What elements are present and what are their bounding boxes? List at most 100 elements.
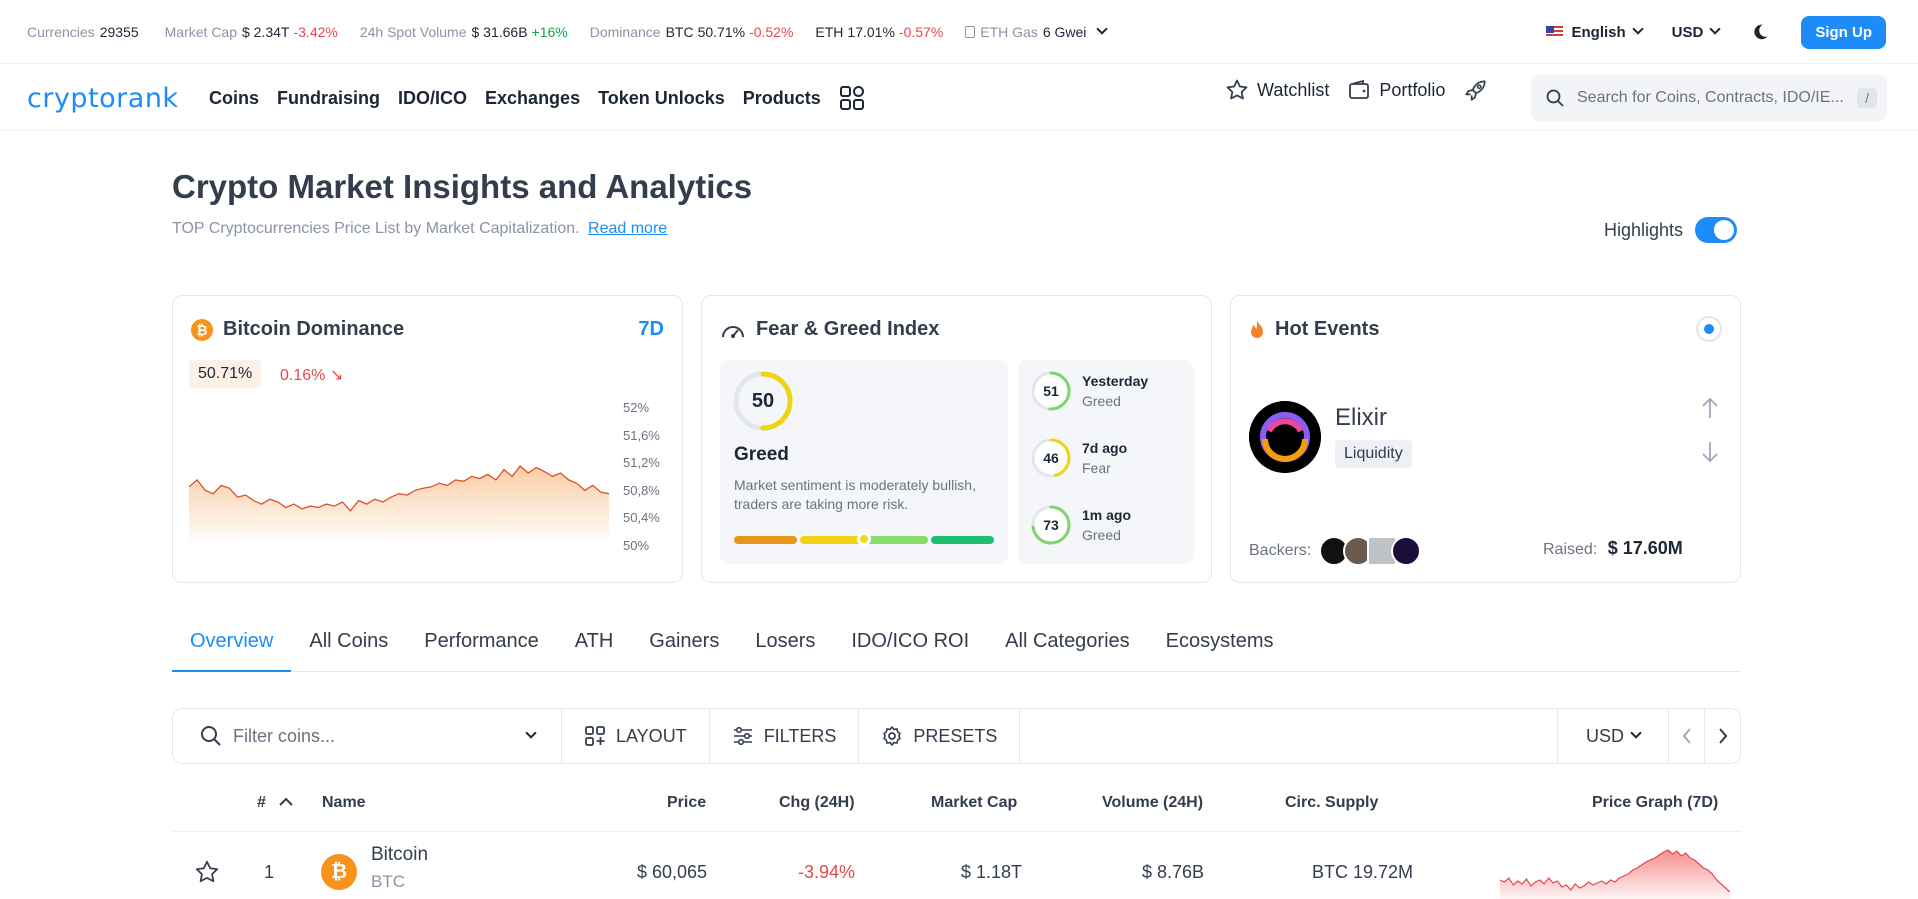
arrow-up-icon[interactable] [1700, 396, 1720, 420]
nav-item-coins[interactable]: Coins [209, 87, 260, 108]
filters-button[interactable]: FILTERS [710, 709, 860, 763]
stat-value: BTC [665, 23, 694, 40]
card-title: ₿ Bitcoin Dominance [191, 318, 404, 341]
tab-ath[interactable]: ATH [574, 630, 614, 652]
table-currency-selector[interactable]: USD [1556, 709, 1668, 763]
tab-all-categories[interactable]: All Categories [1005, 630, 1130, 652]
header-market-cap[interactable]: Market Cap [931, 794, 1018, 811]
filter-coins-input[interactable]: Filter coins... [173, 709, 562, 763]
dominance-change: 0.16% ↘ [280, 367, 344, 384]
portfolio-link[interactable]: Portfolio [1347, 78, 1445, 102]
apps-grid-icon[interactable] [839, 85, 865, 111]
fear-greed-current: 50 Greed Market sentiment is moderately … [720, 360, 1008, 564]
tab-ecosystems[interactable]: Ecosystems [1165, 630, 1274, 652]
header-controls: English USD Sign Up [1546, 0, 1886, 64]
search-input[interactable]: Search for Coins, Contracts, IDO/IE... [1577, 89, 1844, 106]
sentiment-scale [734, 536, 994, 544]
table-row[interactable]: 1 ₿ Bitcoin BTC $ 60,065 -3.94% $ 1.18T … [172, 832, 1741, 899]
page-title: Crypto Market Insights and Analytics [172, 168, 753, 205]
tab-performance[interactable]: Performance [424, 630, 539, 652]
coin-name-cell[interactable]: Bitcoin BTC [371, 844, 428, 892]
stat-value: 29355 [99, 23, 139, 40]
stat-dominance: Dominance BTC 50.71% -0.52% [590, 24, 794, 40]
global-search[interactable]: Search for Coins, Contracts, IDO/IE... / [1531, 75, 1887, 121]
history-period: 1m ago [1082, 507, 1132, 523]
nav-item-fundraising[interactable]: Fundraising [277, 87, 381, 108]
history-gauge: 51 [1030, 370, 1072, 412]
market-stats-bar: Currencies 29355 Market Cap $ 2.34T -3.4… [0, 0, 1918, 64]
search-icon [1546, 89, 1564, 107]
history-value: 51 [1043, 383, 1059, 399]
scroll-left-button[interactable] [1668, 709, 1704, 763]
dark-mode-icon[interactable] [1749, 21, 1771, 43]
portfolio-label: Portfolio [1379, 79, 1446, 100]
read-more-link[interactable]: Read more [588, 220, 668, 237]
bitcoin-dominance-card: ₿ Bitcoin Dominance 7D 50.71% 0.16% ↘ 52… [172, 295, 683, 583]
event-navigation [1700, 396, 1720, 464]
arrow-down-icon[interactable] [1700, 440, 1720, 464]
dominance-chart [189, 465, 609, 546]
stat-market-cap: Market Cap $ 2.34T -3.42% [165, 24, 338, 40]
header-change-24h[interactable]: Chg (24H) [779, 794, 855, 811]
scroll-right-button[interactable] [1704, 709, 1740, 763]
change-cell: -3.94% [798, 862, 856, 882]
sort-ascending-icon [279, 797, 294, 806]
sign-up-button[interactable]: Sign Up [1801, 15, 1886, 49]
tab-overview[interactable]: Overview [172, 610, 292, 672]
price-cell: $ 60,065 [637, 862, 708, 882]
language-selector[interactable]: English [1546, 23, 1644, 41]
tab-losers[interactable]: Losers [755, 630, 816, 652]
raised-value: $ 17.60M [1607, 538, 1683, 558]
event-project-name[interactable]: Elixir [1335, 404, 1387, 431]
header-volume-24h[interactable]: Volume (24H) [1102, 794, 1204, 811]
nav-item-token-unlocks[interactable]: Token Unlocks [598, 87, 725, 108]
presets-label: PRESETS [913, 725, 998, 746]
stat-value: 17.01% [847, 23, 895, 40]
price-sparkline [1500, 849, 1730, 899]
fear-greed-value: 50 [751, 389, 775, 412]
header-rank-label: # [257, 794, 266, 811]
highlights-toggle[interactable]: Highlights [1604, 217, 1738, 243]
elixir-logo[interactable] [1249, 401, 1321, 473]
layout-label: LAYOUT [616, 725, 687, 746]
toggle-switch[interactable] [1695, 217, 1738, 243]
dominance-title: Bitcoin Dominance [223, 318, 405, 340]
stat-eth-dominance: ETH 17.01% -0.57% [815, 24, 943, 40]
header-price[interactable]: Price [667, 794, 707, 811]
coins-table-header: # Name Price Chg (24H) Market Cap Volume… [172, 778, 1741, 832]
nav-item-products[interactable]: Products [742, 87, 821, 108]
watchlist-link[interactable]: Watchlist [1225, 78, 1329, 102]
dominance-area [189, 466, 609, 546]
history-state: Greed [1082, 393, 1121, 409]
nav-item-ido-ico[interactable]: IDO/ICO [398, 87, 468, 108]
period-selector[interactable]: 7D [638, 318, 664, 340]
presets-button[interactable]: PRESETS [859, 709, 1021, 763]
history-item: 73 1m ago Greed [1030, 504, 1131, 546]
header-name[interactable]: Name [322, 794, 366, 811]
tab-gainers[interactable]: Gainers [649, 630, 720, 652]
card-title: Hot Events [1249, 318, 1379, 341]
nav-item-exchanges[interactable]: Exchanges [485, 87, 581, 108]
cryptorank-logo[interactable]: cryptorank [27, 83, 179, 114]
currency-selector[interactable]: USD [1672, 23, 1721, 41]
header-rank[interactable]: # [257, 794, 294, 812]
sliders-icon [733, 726, 752, 746]
chevron-down-icon[interactable] [525, 727, 537, 739]
stat-eth-gas[interactable]: ETH Gas 6 Gwei [965, 22, 1109, 40]
history-item: 46 7d ago Fear [1030, 437, 1127, 479]
rank-cell: 1 [264, 862, 275, 882]
fear-greed-history: 51 Yesterday Greed 46 7d ago Fear 73 1m ago Gree… [1018, 360, 1194, 564]
card-title: Fear & Greed Index [720, 318, 939, 341]
header-circ-supply[interactable]: Circ. Supply [1285, 794, 1379, 811]
fear-greed-gauge [733, 371, 793, 431]
tab-all-coins[interactable]: All Coins [309, 630, 389, 652]
filters-label: FILTERS [763, 725, 837, 746]
y-tick-label: 51,6% [623, 427, 660, 443]
tab-ido-ico-roi[interactable]: IDO/ICO ROI [851, 630, 970, 652]
rocket-icon[interactable] [1463, 77, 1489, 103]
star-icon[interactable] [194, 859, 220, 885]
stat-label: ETH Gas [980, 23, 1038, 40]
market-cap-cell: $ 1.18T [961, 862, 1023, 882]
layout-button[interactable]: LAYOUT [562, 709, 710, 763]
backer-avatar[interactable] [1391, 536, 1422, 566]
